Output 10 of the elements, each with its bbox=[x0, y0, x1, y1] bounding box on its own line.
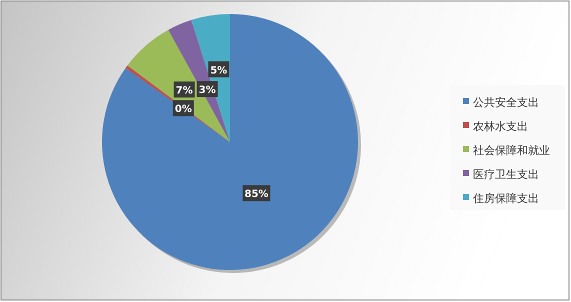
legend-label: 公共安全支出 bbox=[473, 96, 539, 109]
data-label: 3% bbox=[198, 85, 216, 96]
data-label: 85% bbox=[244, 189, 268, 200]
legend-label: 医疗卫生支出 bbox=[473, 168, 539, 181]
legend-label: 农林水支出 bbox=[473, 120, 528, 133]
legend-label: 社会保障和就业 bbox=[473, 144, 550, 157]
legend-label: 住房保障支出 bbox=[473, 192, 539, 205]
data-label: 7% bbox=[176, 86, 193, 97]
data-label: 0% bbox=[174, 104, 192, 116]
data-label: 5% bbox=[210, 65, 228, 76]
